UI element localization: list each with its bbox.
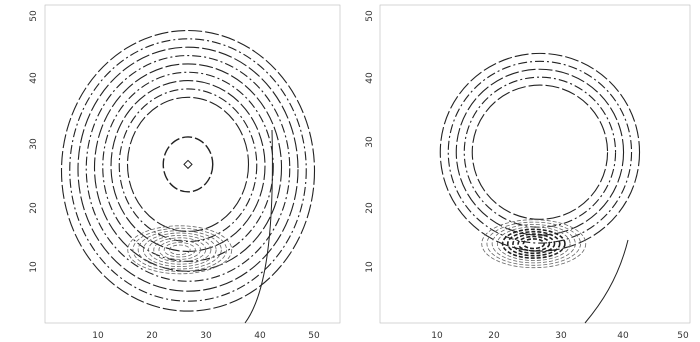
right-contour-panel: 10 20 30 40 50 10 20 30 40 50	[365, 4, 691, 341]
local-contour	[517, 235, 551, 252]
right-contour-rings	[439, 52, 641, 252]
left-plot-frame	[44, 4, 341, 324]
right-y-ticks: 10 20 30 40 50	[365, 10, 375, 273]
contour-ring	[126, 96, 250, 233]
local-contour	[168, 244, 191, 255]
left-y-tick-label: 30	[29, 138, 39, 150]
local-contour	[491, 224, 576, 264]
right-x-tick-label: 30	[555, 331, 567, 341]
local-contour	[496, 226, 571, 261]
left-contour-panel: 10 20 30 40 50 10 20 30 40 50	[29, 4, 341, 341]
right-plot-frame	[379, 4, 691, 324]
contour-ring	[471, 84, 609, 220]
right-y-tick-label: 10	[365, 261, 375, 273]
left-y-tick-label: 40	[29, 72, 39, 84]
left-y-tick-label: 20	[29, 202, 39, 214]
left-x-ticks: 10 20 30 40 50	[92, 331, 320, 341]
left-x-tick-label: 50	[308, 331, 320, 341]
local-contour	[148, 235, 212, 265]
right-y-tick-label: 40	[365, 72, 375, 84]
contour-ring	[69, 38, 307, 302]
contour-ring	[85, 54, 291, 282]
local-contour	[153, 237, 207, 263]
inner-contour-ring	[162, 136, 214, 193]
left-y-tick-label: 10	[29, 261, 39, 273]
local-contour	[137, 230, 222, 270]
left-contour-rings	[60, 29, 316, 312]
local-contour	[501, 228, 566, 259]
local-contour	[127, 225, 233, 275]
left-x-tick-label: 30	[200, 331, 212, 341]
local-contour	[486, 221, 581, 266]
right-boundary-curve	[584, 239, 629, 324]
left-x-tick-label: 40	[254, 331, 266, 341]
contour-ring	[463, 76, 617, 228]
right-x-ticks: 10 20 30 40 50	[431, 331, 689, 341]
local-contour	[481, 219, 587, 269]
local-contour	[522, 238, 545, 250]
left-boundary-curve	[244, 129, 273, 324]
local-contour	[142, 232, 217, 267]
local-contour	[512, 233, 556, 255]
contour-ring	[439, 52, 641, 252]
right-y-tick-label: 50	[365, 10, 375, 22]
right-x-tick-label: 50	[677, 331, 689, 341]
contour-ring	[102, 71, 274, 262]
right-y-tick-label: 20	[365, 202, 375, 214]
left-x-tick-label: 20	[146, 331, 158, 341]
right-y-tick-label: 30	[365, 136, 375, 148]
local-contour	[158, 239, 201, 260]
contour-ring	[455, 68, 625, 236]
left-x-tick-label: 10	[92, 331, 104, 341]
contour-ring	[93, 63, 283, 272]
contour-ring	[77, 46, 299, 292]
contour-ring	[447, 60, 633, 244]
right-x-tick-label: 20	[488, 331, 500, 341]
contour-ring	[118, 88, 258, 242]
left-y-ticks: 10 20 30 40 50	[29, 10, 39, 273]
contour-ring	[110, 80, 266, 252]
local-contour	[506, 230, 561, 257]
right-x-tick-label: 10	[431, 331, 443, 341]
left-local-contours	[127, 225, 233, 275]
local-contour	[132, 227, 227, 272]
right-local-contours	[481, 219, 587, 269]
center-marker	[183, 159, 193, 170]
local-contour	[163, 242, 196, 258]
contour-ring	[60, 29, 316, 312]
left-y-tick-label: 50	[29, 10, 39, 22]
right-x-tick-label: 40	[617, 331, 629, 341]
